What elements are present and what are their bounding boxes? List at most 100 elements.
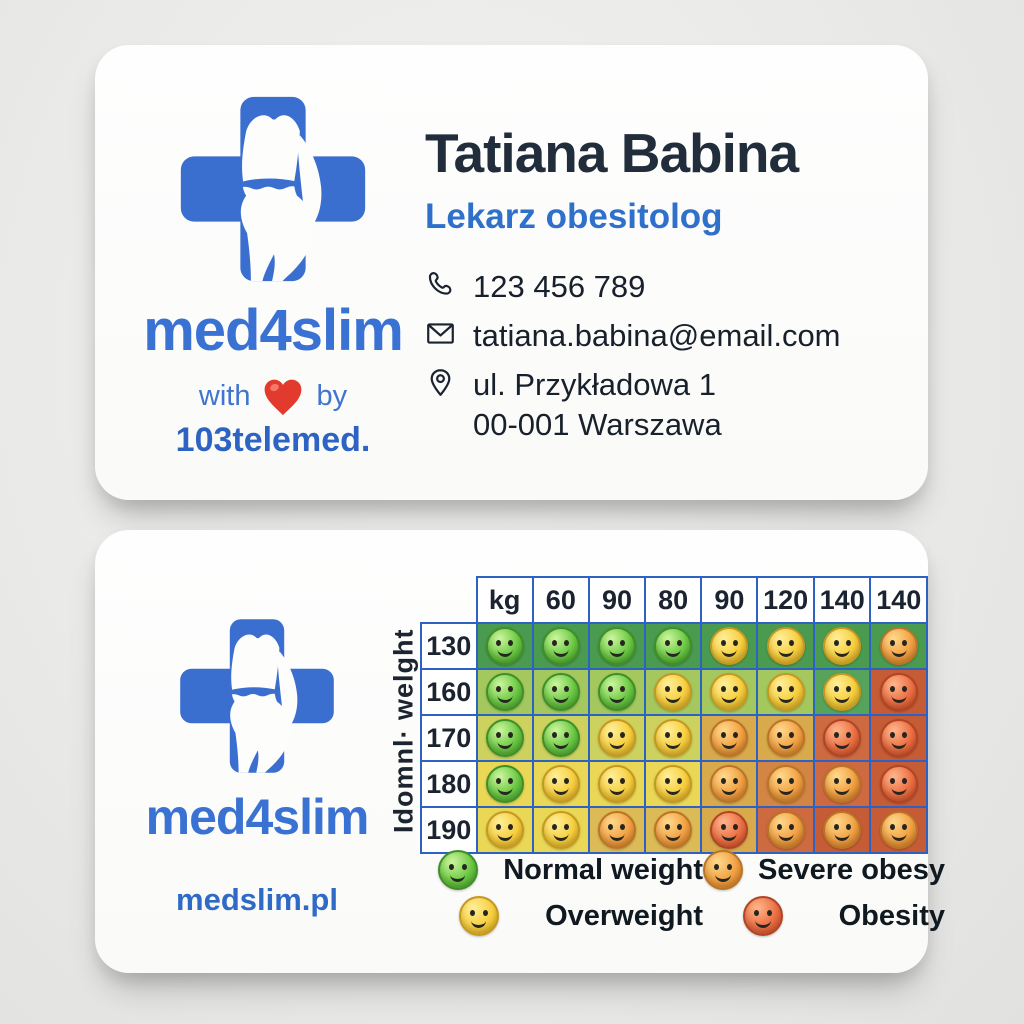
phone-row: 123 456 789 [425, 267, 841, 307]
legend-item: Severe obesy [703, 850, 945, 890]
smiley-orange-icon [823, 811, 862, 849]
email-address: tatiana.babina@email.com [473, 318, 841, 353]
column-header: 80 [644, 576, 703, 624]
smiley-red-icon [879, 673, 918, 711]
column-header: kg [475, 576, 534, 624]
legend-label: Normal weight [503, 853, 703, 886]
bmi-cell [531, 668, 590, 716]
bmi-cell [869, 760, 928, 808]
table-row: 160 [420, 668, 928, 716]
smiley-yellow-icon [597, 719, 636, 757]
smiley-green-icon [485, 765, 524, 803]
smiley-yellow-icon [541, 765, 580, 803]
tagline-suffix: by [316, 379, 348, 412]
smiley-orange-icon [766, 719, 805, 757]
smiley-green-icon [437, 850, 478, 890]
brand-name: med4slim [145, 789, 370, 845]
table-row: 190 [420, 806, 928, 854]
bmi-cell [869, 622, 928, 670]
smiley-red-icon [823, 719, 862, 757]
address-text: ul. Przykładowa 1 00-001 Warszawa [473, 365, 722, 445]
business-card-front: med4slim with by 103telemed. Tatiana Bab… [95, 45, 928, 500]
smiley-orange-icon [710, 765, 749, 803]
smiley-green-icon [541, 719, 580, 757]
bmi-cell [756, 668, 815, 716]
legend-item: Normal weight [427, 850, 703, 890]
smiley-orange-icon [766, 811, 805, 849]
smiley-yellow-icon [823, 673, 862, 711]
bmi-body: 130 160 170 180 190 [420, 622, 928, 854]
row-header: 160 [420, 668, 478, 716]
smiley-yellow-icon [766, 627, 805, 665]
smiley-orange-icon [766, 765, 805, 803]
tagline: with by [113, 377, 433, 416]
table-row: 180 [420, 760, 928, 808]
smiley-yellow-icon [458, 896, 499, 936]
corner-cell [421, 577, 478, 624]
bmi-cell [700, 668, 759, 716]
smiley-yellow-icon [823, 627, 862, 665]
bmi-cell [531, 806, 590, 854]
smiley-orange-icon [703, 850, 743, 890]
smiley-green-icon [541, 673, 580, 711]
bmi-cell [812, 622, 872, 670]
smiley-yellow-icon [654, 673, 693, 711]
address-row: ul. Przykładowa 1 00-001 Warszawa [425, 365, 841, 445]
phone-icon [425, 269, 456, 300]
legend-item: Overweight [427, 896, 703, 936]
bmi-cell [587, 806, 647, 854]
bmi-cell [812, 760, 872, 808]
med4slim-logo-icon [175, 93, 371, 285]
smiley-red-icon [879, 719, 918, 757]
bmi-cell [587, 668, 647, 716]
person-name: Tatiana Babina [425, 122, 799, 184]
bmi-cell [700, 622, 759, 670]
bmi-cell [644, 622, 703, 670]
table-row: 130 [420, 622, 928, 670]
bmi-cell [756, 806, 815, 854]
bmi-cell [475, 760, 534, 808]
bmi-cell [531, 622, 590, 670]
column-header: 120 [756, 576, 815, 624]
address-line2: 00-001 Warszawa [473, 407, 722, 442]
bmi-cell [700, 760, 759, 808]
smiley-yellow-icon [541, 811, 580, 849]
bmi-cell [587, 622, 647, 670]
row-header: 130 [420, 622, 478, 670]
smiley-red-icon [743, 896, 784, 936]
person-title: Lekarz obesitolog [425, 197, 723, 236]
column-header: 140 [812, 576, 872, 624]
bmi-cell [869, 668, 928, 716]
smiley-orange-icon [654, 811, 693, 849]
bmi-table: kg 60 90 80 90 120 140 140 130 160 170 180 190 [420, 576, 928, 854]
legend-label: Severe obesy [758, 853, 946, 886]
smiley-green-icon [485, 673, 524, 711]
column-header: 140 [869, 576, 928, 624]
smiley-red-icon [710, 811, 749, 849]
smiley-yellow-icon [710, 627, 749, 665]
smiley-green-icon [485, 719, 524, 757]
bmi-cell [587, 760, 647, 808]
legend-label: Obesity [838, 899, 945, 932]
tagline-brand: 103telemed. [175, 421, 371, 459]
bmi-legend: Normal weight Overweight Severe obesy Obesi… [427, 850, 945, 936]
smiley-orange-icon [710, 719, 749, 757]
smiley-green-icon [597, 673, 636, 711]
smiley-orange-icon [879, 811, 918, 849]
bmi-axis-label: Idomnl· welght [388, 628, 419, 834]
row-header: 190 [420, 806, 478, 854]
location-icon [425, 367, 456, 398]
column-header: 90 [700, 576, 759, 624]
smiley-orange-icon [879, 627, 918, 665]
bmi-cell [531, 760, 590, 808]
column-header: 60 [531, 576, 590, 624]
address-line1: ul. Przykładowa 1 [473, 367, 716, 402]
bmi-cell [869, 806, 928, 854]
smiley-orange-icon [597, 811, 636, 849]
smiley-orange-icon [823, 765, 862, 803]
email-row: tatiana.babina@email.com [425, 316, 841, 356]
smiley-green-icon [485, 627, 524, 665]
bmi-cell [587, 714, 647, 762]
smiley-yellow-icon [485, 811, 524, 849]
legend-item: Obesity [703, 896, 945, 936]
